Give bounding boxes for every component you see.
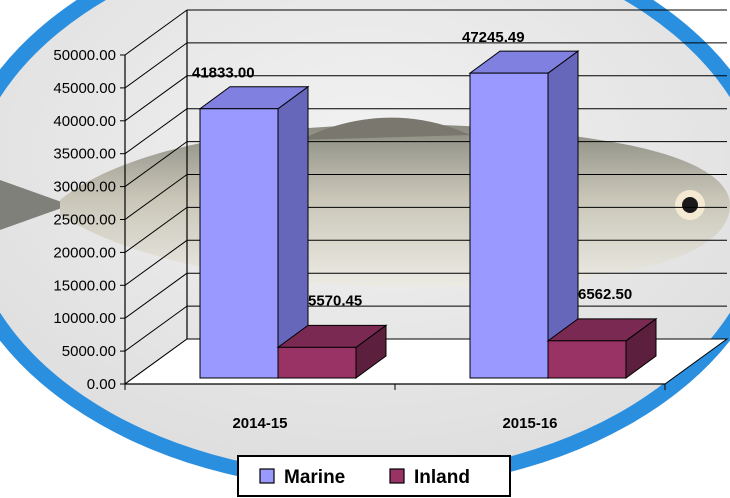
bar-front [277, 346, 357, 379]
gridline-side [124, 42, 188, 89]
chart-marks: 41833.00 5570.45 47245.49 6562.50 [192, 29, 658, 379]
gridline-side [124, 239, 188, 286]
y-tick-label: 20000.00 [53, 244, 116, 261]
x-tick-label: 2015-16 [502, 415, 557, 432]
legend-swatch-inland [389, 468, 405, 484]
bar-inland [546, 317, 658, 379]
x-tick-label: 2014-15 [232, 415, 287, 432]
y-tick-label: 45000.00 [53, 80, 116, 97]
y-tick-label: 50000.00 [53, 47, 116, 64]
gridline-side [124, 141, 188, 188]
bar-front [199, 108, 279, 379]
data-label: 5570.45 [308, 292, 362, 309]
gridline-side [124, 9, 188, 56]
bar-front [469, 72, 549, 379]
gridline-side [124, 174, 188, 220]
data-label: 6562.50 [578, 286, 632, 303]
y-tick-label: 35000.00 [53, 146, 116, 163]
bar-marine [198, 85, 310, 379]
data-label: 41833.00 [192, 65, 255, 82]
legend: Marine Inland [237, 455, 511, 497]
y-tick-label: 15000.00 [53, 277, 116, 294]
y-tick-label: 25000.00 [53, 212, 116, 229]
gridline-side [124, 206, 188, 253]
gridline-side [124, 108, 188, 155]
legend-box [237, 455, 511, 497]
y-tick-label: 0.00 [87, 376, 116, 393]
y-tick-label: 40000.00 [53, 113, 116, 130]
gridline-side [124, 305, 188, 352]
bar-inland [276, 324, 388, 379]
bar-marine [468, 50, 580, 379]
y-tick-label: 5000.00 [62, 343, 116, 360]
gridline-side [124, 272, 188, 319]
y-tick-label: 30000.00 [53, 179, 116, 196]
bar-front [547, 340, 627, 379]
y-tick-label: 10000.00 [53, 310, 116, 327]
gridline-side [124, 75, 188, 122]
data-label: 47245.49 [462, 29, 525, 46]
legend-swatch-marine [259, 468, 275, 484]
legend-label-marine: Marine [284, 467, 345, 488]
legend-label-inland: Inland [414, 467, 470, 488]
